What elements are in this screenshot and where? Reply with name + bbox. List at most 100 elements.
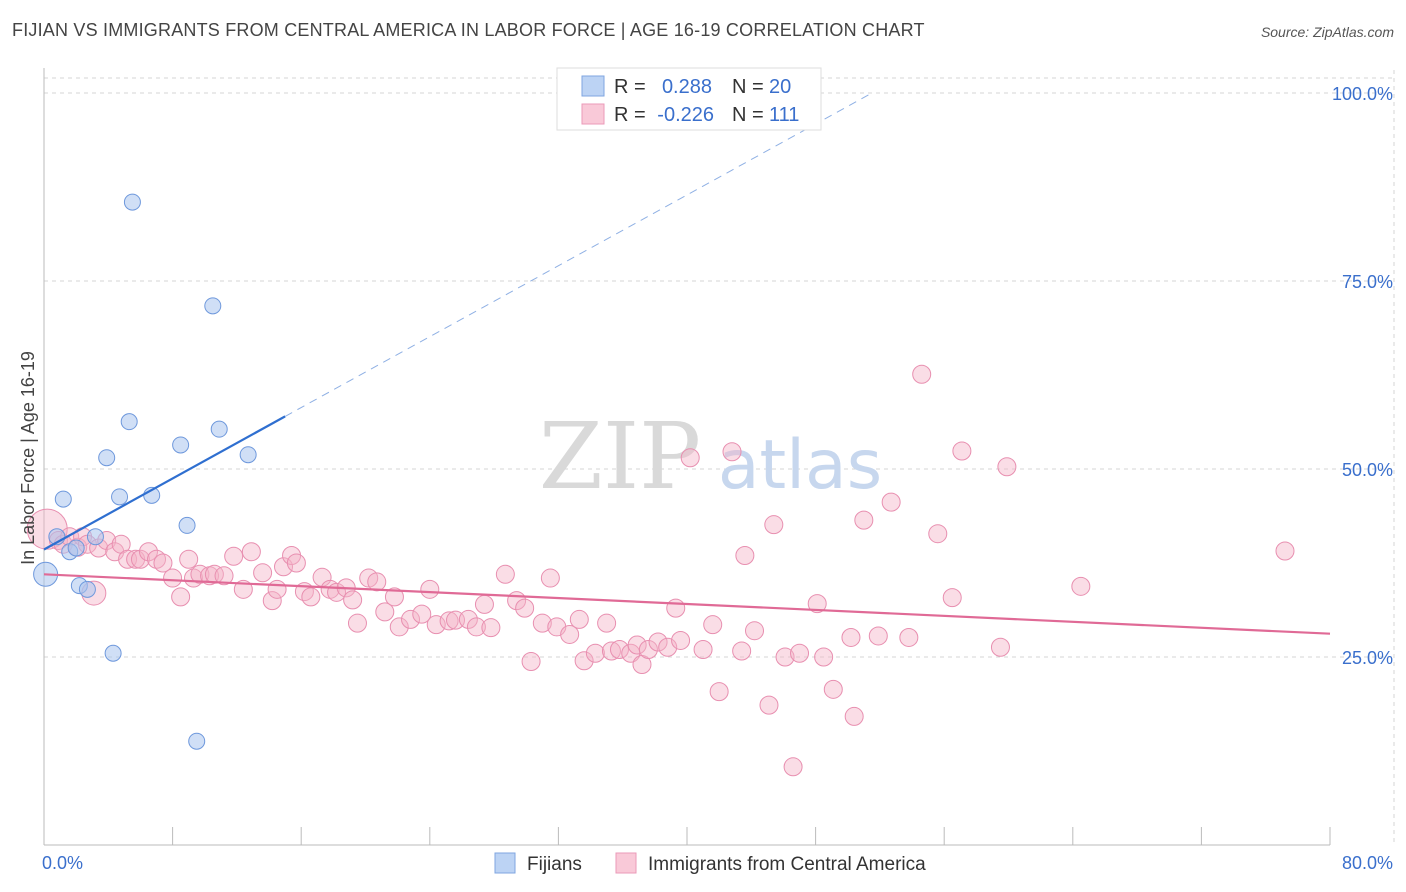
- central-america-point: [928, 524, 948, 544]
- central-america-point: [814, 647, 834, 667]
- fijian-point: [67, 539, 85, 557]
- central-america-point: [585, 643, 605, 663]
- legend-n-value-2: 111: [769, 104, 799, 126]
- central-america-point: [844, 706, 864, 726]
- fijian-point: [86, 528, 104, 546]
- central-america-point: [253, 563, 273, 583]
- central-america-point: [343, 590, 363, 610]
- source-label: Source: ZipAtlas.com: [1260, 24, 1394, 40]
- central-america-point: [262, 591, 282, 611]
- central-america-point: [481, 618, 501, 638]
- central-america-point: [745, 621, 765, 641]
- fijian-point: [123, 193, 141, 211]
- central-america-point: [703, 615, 723, 635]
- central-america-point: [841, 627, 861, 647]
- central-america-point: [868, 626, 888, 646]
- fijian-point: [54, 490, 72, 508]
- bottom-legend-swatch-fijians: [494, 852, 516, 874]
- central-america-point: [274, 557, 294, 577]
- central-america-point: [190, 564, 210, 584]
- fijian-point: [188, 732, 206, 750]
- central-america-point: [214, 566, 234, 586]
- central-america-point: [466, 617, 486, 637]
- central-america-point: [680, 448, 700, 468]
- central-america-point: [153, 553, 173, 573]
- bottom-legend-central-america: Immigrants from Central America: [648, 854, 926, 875]
- central-america-point: [183, 568, 203, 588]
- central-america-point: [495, 564, 515, 584]
- central-america-point: [163, 568, 183, 588]
- central-america-point: [759, 695, 779, 715]
- central-america-point: [569, 609, 589, 629]
- central-america-point: [224, 546, 244, 566]
- central-america-point: [775, 647, 795, 667]
- y-tick-label-2: 75.0%: [1342, 272, 1393, 292]
- central-america-point: [301, 587, 321, 607]
- x-tick-label-1: 80.0%: [1342, 853, 1393, 873]
- central-america-point: [286, 553, 306, 573]
- central-america-point: [601, 641, 621, 661]
- trend-lines: [43, 92, 1331, 635]
- y-axis-label: In Labor Force | Age 16-19: [18, 351, 38, 565]
- central-america-point: [574, 651, 594, 671]
- central-america-point: [823, 679, 843, 699]
- central-america-point: [540, 568, 560, 588]
- watermark: ZIP atlas: [539, 403, 882, 510]
- central-america-point: [267, 579, 287, 599]
- central-america-point: [384, 587, 404, 607]
- legend-n-value-1: 20: [769, 76, 791, 98]
- central-america-point: [790, 643, 810, 663]
- central-america-point: [138, 542, 158, 562]
- central-america-point: [735, 545, 755, 565]
- central-america-point: [648, 632, 668, 652]
- central-america-point: [899, 627, 919, 647]
- fijian-point: [204, 297, 222, 315]
- central-america-point: [671, 630, 691, 650]
- fijian-point: [98, 449, 116, 467]
- central-america-point: [375, 602, 395, 622]
- central-america-point: [912, 364, 932, 384]
- central-america-point: [420, 579, 440, 599]
- fijian-point: [172, 436, 190, 454]
- x-tick-label-0: 0.0%: [42, 853, 83, 873]
- fijian-point: [210, 420, 228, 438]
- fijian-point: [239, 446, 257, 464]
- central-america-point: [560, 624, 580, 644]
- central-america-point: [990, 637, 1010, 657]
- central-america-point: [241, 542, 261, 562]
- fijian-point: [120, 413, 138, 431]
- central-america-point: [367, 572, 387, 592]
- legend-n-label-2: N =: [732, 104, 764, 126]
- central-america-point: [179, 549, 199, 569]
- central-america-point: [389, 617, 409, 637]
- central-america-point: [709, 682, 729, 702]
- fijian-point: [78, 580, 96, 598]
- central-america-point: [171, 587, 191, 607]
- central-america-point: [521, 652, 541, 672]
- watermark-atlas: atlas: [718, 426, 882, 505]
- central-america-point: [439, 611, 459, 631]
- axes: [43, 68, 1331, 846]
- y-tick-label-1: 50.0%: [1342, 460, 1393, 480]
- central-america-point: [627, 635, 647, 655]
- series-legend: Fijians Immigrants from Central America: [494, 852, 926, 875]
- central-america-point: [638, 639, 658, 659]
- central-america-point: [881, 492, 901, 512]
- fijian-point: [111, 488, 129, 506]
- central-america-trend-line: [43, 573, 1331, 635]
- central-america-point: [532, 613, 552, 633]
- central-america-point: [997, 457, 1017, 477]
- fijian-point: [178, 516, 196, 534]
- central-america-point: [722, 442, 742, 462]
- chart-title: FIJIAN VS IMMIGRANTS FROM CENTRAL AMERIC…: [12, 20, 925, 40]
- central-america-point: [807, 594, 827, 614]
- central-america-point: [666, 598, 686, 618]
- central-america-point: [732, 641, 752, 661]
- legend-n-label-1: N =: [732, 76, 764, 98]
- correlation-legend: R = 0.288 N = 20 R = -0.226 N = 111: [556, 67, 822, 131]
- legend-r-label-2: R =: [614, 104, 646, 126]
- central-america-point: [147, 549, 167, 569]
- bottom-legend-swatch-central-america: [615, 852, 637, 874]
- watermark-zip: ZIP: [539, 403, 701, 510]
